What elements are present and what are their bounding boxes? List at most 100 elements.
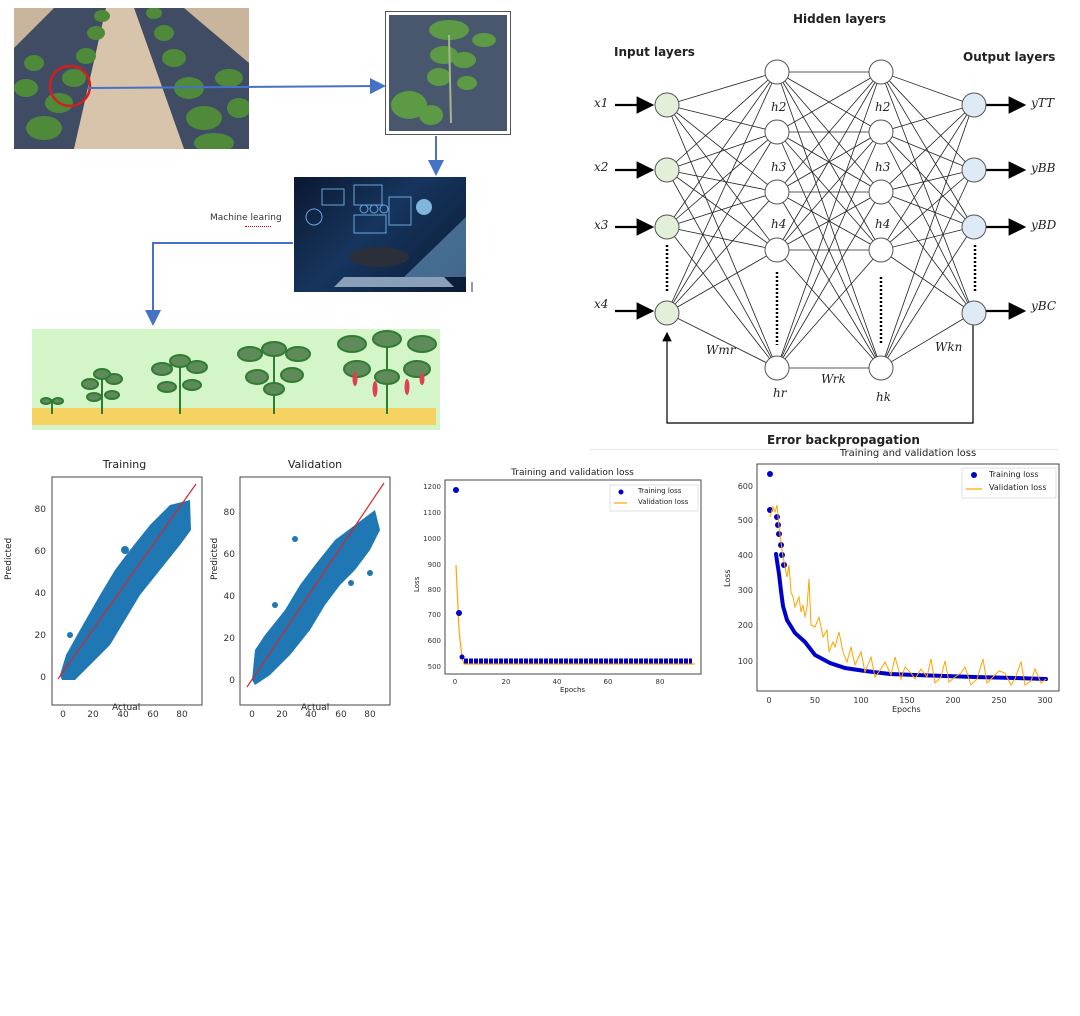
input-label-4: x4 bbox=[594, 297, 609, 311]
output-label-1: yTT bbox=[1031, 96, 1055, 110]
svg-text:20: 20 bbox=[35, 631, 47, 641]
output-label-3: yBD bbox=[1031, 218, 1057, 232]
svg-text:600: 600 bbox=[738, 482, 753, 491]
svg-text:1200: 1200 bbox=[423, 483, 441, 491]
ml-photo bbox=[294, 177, 466, 292]
svg-text:40: 40 bbox=[35, 589, 47, 599]
arrow-to-closeup bbox=[87, 78, 386, 95]
svg-text:60: 60 bbox=[335, 710, 347, 720]
legend-validation-loss: Validation loss bbox=[989, 483, 1047, 492]
soil-band bbox=[32, 408, 436, 425]
hidden2-label-1: h2 bbox=[875, 100, 891, 114]
hidden1-nodes bbox=[764, 59, 790, 381]
y-axis-label: Predicted bbox=[4, 537, 14, 580]
svg-text:150: 150 bbox=[899, 696, 914, 705]
svg-text:300: 300 bbox=[1037, 696, 1052, 705]
input-layers-title: Input layers bbox=[614, 45, 695, 59]
svg-text:200: 200 bbox=[945, 696, 960, 705]
output-layers-title: Output layers bbox=[963, 50, 1056, 64]
hidden2-label-4: hk bbox=[876, 390, 891, 404]
validation-scatter-chart: Validation 0 20 40 60 80 0 20 40 60 80 Actual Pr… bbox=[205, 455, 410, 720]
svg-text:20: 20 bbox=[276, 710, 288, 720]
svg-text:800: 800 bbox=[428, 586, 441, 594]
closeup-photo bbox=[385, 11, 511, 135]
svg-text:1100: 1100 bbox=[423, 509, 441, 517]
y-axis-label: Loss bbox=[723, 569, 732, 587]
field-photo bbox=[14, 8, 249, 149]
svg-text:900: 900 bbox=[428, 561, 441, 569]
spellcheck-underline bbox=[245, 224, 271, 227]
chart-title: Training bbox=[102, 458, 147, 471]
hidden2-label-3: h4 bbox=[875, 217, 891, 231]
loss-chart-short: Training and validation loss 500 600 700 80… bbox=[405, 460, 710, 700]
output-nodes bbox=[961, 92, 987, 326]
svg-text:50: 50 bbox=[810, 696, 820, 705]
ml-photo-image bbox=[305, 184, 466, 287]
input-label-1: x1 bbox=[594, 96, 609, 110]
svg-text:80: 80 bbox=[364, 710, 376, 720]
svg-text:400: 400 bbox=[738, 551, 753, 560]
svg-text:700: 700 bbox=[428, 611, 441, 619]
svg-text:200: 200 bbox=[738, 621, 753, 630]
svg-text:80: 80 bbox=[35, 505, 47, 515]
hidden1-label-1: h2 bbox=[771, 100, 787, 114]
svg-text:0: 0 bbox=[40, 673, 46, 683]
error-backprop-title: Error backpropagation bbox=[767, 433, 920, 447]
svg-text:40: 40 bbox=[117, 710, 129, 720]
svg-text:0: 0 bbox=[229, 676, 235, 686]
svg-text:1000: 1000 bbox=[423, 535, 441, 543]
svg-text:300: 300 bbox=[738, 586, 753, 595]
field-photo-image bbox=[14, 8, 249, 149]
svg-text:40: 40 bbox=[224, 592, 236, 602]
network-graph bbox=[615, 59, 1027, 424]
chart-title: Training and validation loss bbox=[511, 468, 634, 478]
ellipsis-dots bbox=[665, 245, 977, 345]
legend-training-loss: Training loss bbox=[989, 470, 1039, 479]
closeup-photo-image bbox=[389, 15, 507, 131]
x-axis-label: Actual bbox=[112, 703, 141, 713]
loss-plot-short: 500 600 700 800 900 1000 1100 1200 0 20 40 60 80 bbox=[423, 479, 702, 686]
svg-text:60: 60 bbox=[147, 710, 159, 720]
hidden2-label-2: h3 bbox=[875, 160, 891, 174]
hidden1-label-3: h4 bbox=[771, 217, 787, 231]
input-nodes bbox=[654, 92, 680, 326]
svg-text:60: 60 bbox=[604, 678, 613, 686]
weight-label-kn: Wkn bbox=[935, 340, 963, 354]
weight-label-rk: Wrk bbox=[821, 372, 846, 386]
svg-text:0: 0 bbox=[453, 678, 457, 686]
chart-title: Validation bbox=[287, 458, 343, 471]
training-scatter-chart: Training 0 20 40 60 80 0 20 40 60 80 Actual Pred… bbox=[0, 455, 205, 720]
svg-text:500: 500 bbox=[428, 663, 441, 671]
growth-strip bbox=[32, 329, 440, 430]
svg-text:0: 0 bbox=[249, 710, 255, 720]
svg-text:40: 40 bbox=[305, 710, 317, 720]
svg-text:60: 60 bbox=[35, 547, 47, 557]
svg-text:0: 0 bbox=[766, 696, 771, 705]
connections bbox=[666, 71, 974, 369]
svg-text:80: 80 bbox=[224, 508, 236, 518]
svg-text:80: 80 bbox=[176, 710, 188, 720]
input-label-3: x3 bbox=[594, 218, 609, 232]
divider-line bbox=[590, 449, 1058, 450]
hidden1-label-2: h3 bbox=[771, 160, 787, 174]
weight-label-mr: Wmr bbox=[706, 343, 736, 357]
x-axis-label: Epochs bbox=[892, 705, 921, 714]
chart-title: Training and validation loss bbox=[839, 448, 977, 459]
output-label-4: yBC bbox=[1031, 299, 1057, 313]
legend-training-loss: Training loss bbox=[638, 487, 682, 495]
training-scatter-plot: 0 20 40 60 80 0 20 40 60 80 bbox=[35, 476, 203, 720]
legend-validation-loss: Validation loss bbox=[638, 498, 689, 506]
svg-text:20: 20 bbox=[224, 634, 236, 644]
svg-text:20: 20 bbox=[502, 678, 511, 686]
y-axis-label: Loss bbox=[413, 576, 421, 592]
output-arrows bbox=[986, 96, 1027, 320]
svg-text:60: 60 bbox=[224, 550, 236, 560]
hidden2-nodes bbox=[868, 59, 894, 381]
svg-text:20: 20 bbox=[87, 710, 99, 720]
ml-label: Machine learing bbox=[210, 213, 282, 223]
svg-text:100: 100 bbox=[853, 696, 868, 705]
input-label-2: x2 bbox=[594, 160, 609, 174]
hidden-layers-title: Hidden layers bbox=[793, 12, 887, 26]
output-label-2: yBB bbox=[1031, 161, 1056, 175]
y-axis-label: Predicted bbox=[210, 537, 220, 580]
